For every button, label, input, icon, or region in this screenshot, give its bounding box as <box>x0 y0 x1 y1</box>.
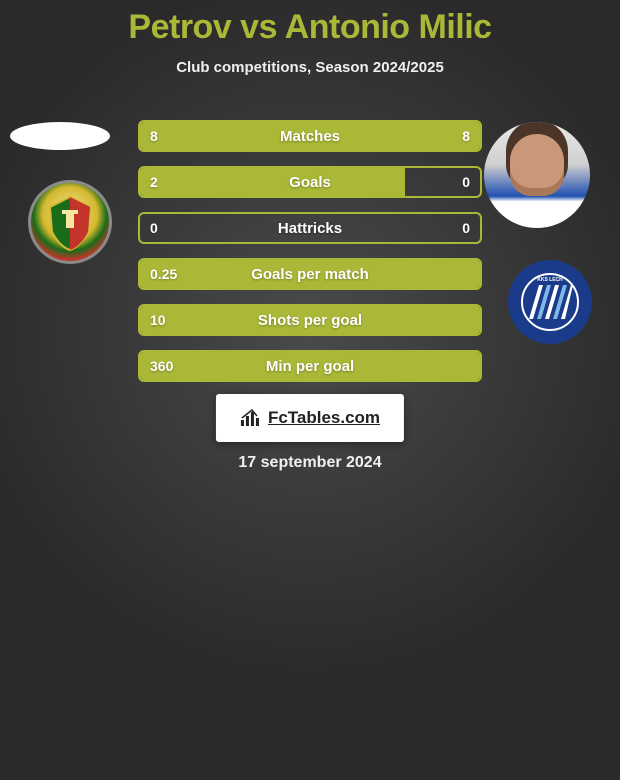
stat-row-spg: 10 Shots per goal <box>138 304 482 336</box>
player-right-avatar <box>484 122 590 228</box>
stat-val-left: 2 <box>150 174 158 190</box>
stat-val-left: 360 <box>150 358 173 374</box>
stat-val-left: 0 <box>150 220 158 236</box>
stat-row-goals: 2 Goals 0 <box>138 166 482 198</box>
player-left-avatar <box>10 122 110 150</box>
branding-text: FcTables.com <box>268 408 380 428</box>
stat-row-mpg: 360 Min per goal <box>138 350 482 382</box>
stat-label: Matches <box>280 128 340 145</box>
stat-val-left: 8 <box>150 128 158 144</box>
page-title: Petrov vs Antonio Milic <box>0 0 620 47</box>
stat-val-right: 0 <box>462 174 470 190</box>
stat-row-matches: 8 Matches 8 <box>138 120 482 152</box>
chart-icon <box>240 409 262 427</box>
stat-label: Goals <box>289 174 331 191</box>
svg-text:KKS LECH: KKS LECH <box>537 277 563 283</box>
stat-row-gpm: 0.25 Goals per match <box>138 258 482 290</box>
stat-fill-left <box>140 168 405 196</box>
stat-val-right: 0 <box>462 220 470 236</box>
stat-label: Hattricks <box>278 220 342 237</box>
club-left-badge <box>28 180 112 264</box>
date: 17 september 2024 <box>238 454 381 472</box>
slask-icon <box>40 192 100 252</box>
stat-val-right: 8 <box>462 128 470 144</box>
branding-link[interactable]: FcTables.com <box>216 394 404 442</box>
stat-val-left: 0.25 <box>150 266 177 282</box>
stat-label: Shots per goal <box>258 312 362 329</box>
lech-icon: KKS LECH <box>517 269 583 335</box>
stat-label: Min per goal <box>266 358 354 375</box>
stat-val-left: 10 <box>150 312 166 328</box>
stat-row-hattricks: 0 Hattricks 0 <box>138 212 482 244</box>
container: Petrov vs Antonio Milic Club competition… <box>0 0 620 580</box>
club-right-badge: KKS LECH <box>508 260 592 344</box>
stat-label: Goals per match <box>251 266 369 283</box>
subtitle: Club competitions, Season 2024/2025 <box>0 59 620 76</box>
stats-block: 8 Matches 8 2 Goals 0 0 Hattricks 0 0.25… <box>138 120 482 396</box>
